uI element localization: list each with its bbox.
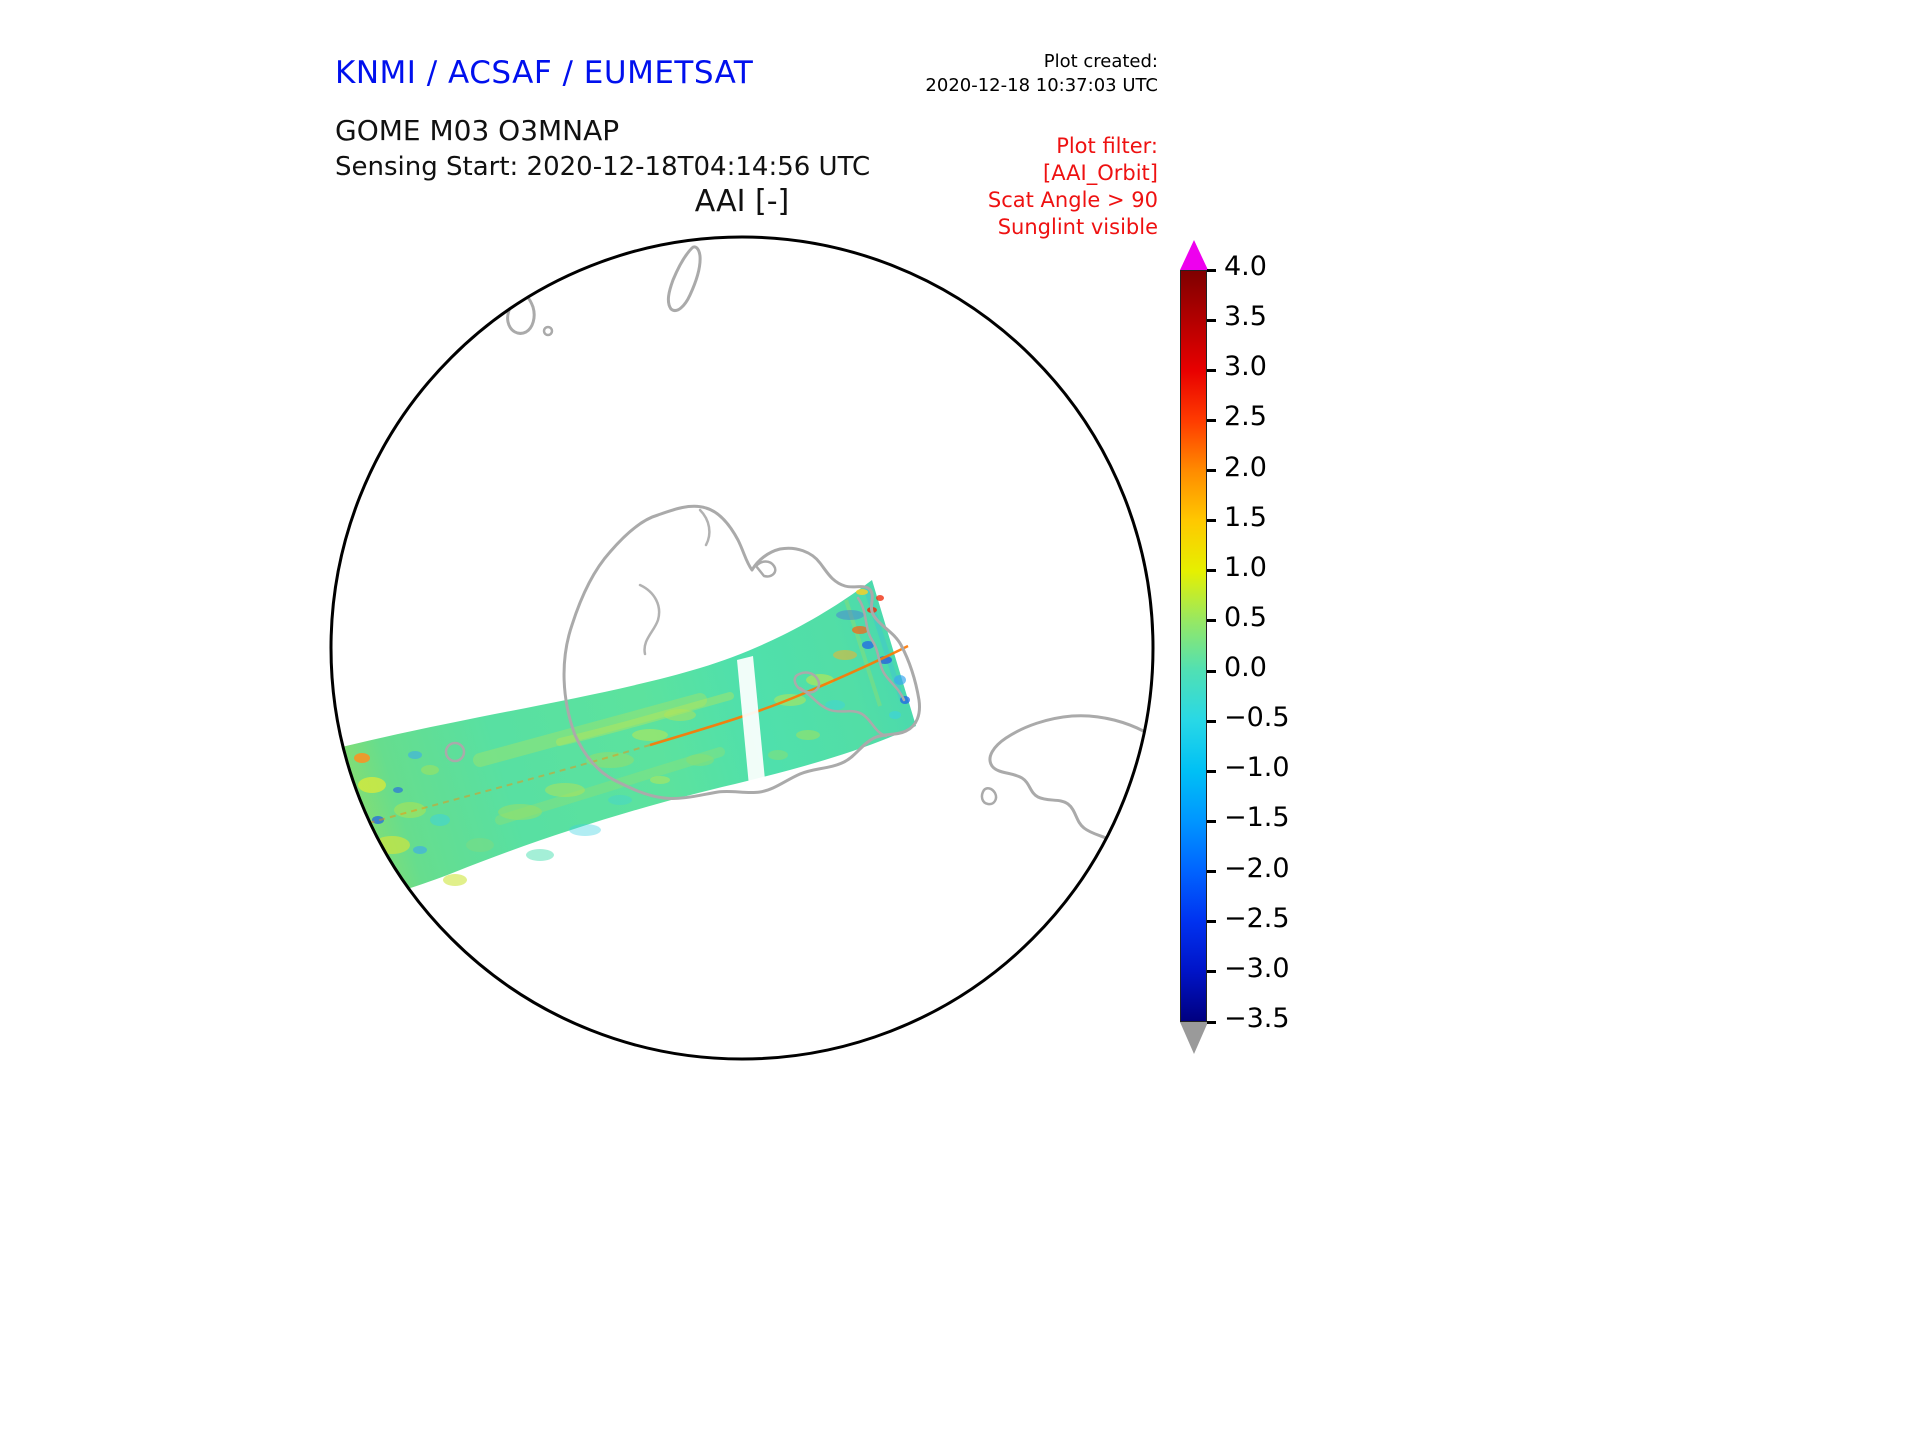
map-title: AAI [-] — [694, 184, 790, 219]
colorbar-tick-label: 4.0 — [1224, 251, 1267, 282]
colorbar-tick-label: 3.0 — [1224, 351, 1267, 383]
colorbar-tickmark — [1207, 870, 1216, 874]
colorbar-tick-label: −1.0 — [1224, 752, 1290, 784]
colorbar-ticks: 4.0 3.5 3.0 2.5 2.0 1.5 1.0 0.5 0.0 −0.5 −1.0 −1.5 −… — [1207, 251, 1407, 1034]
colorbar-tickmark — [1207, 819, 1216, 823]
colorbar: 4.0 3.5 3.0 2.5 2.0 1.5 1.0 0.5 0.0 −0.5 −1.0 −1.5 −… — [1180, 240, 1440, 1090]
plot-filter-block: Plot filter: [AAI_Orbit] Scat Angle > 90… — [900, 133, 1158, 241]
colorbar-tick-label: −3.0 — [1224, 952, 1290, 984]
colorbar-tickmark — [1207, 268, 1216, 272]
plot-filter-title: Plot filter: — [1056, 134, 1158, 158]
colorbar-tick-label: 1.5 — [1224, 501, 1267, 533]
colorbar-tickmark — [1207, 920, 1216, 924]
colorbar-tickmark — [1207, 719, 1216, 723]
colorbar-tickmark — [1207, 769, 1216, 773]
colorbar-tick-label: −2.5 — [1224, 902, 1290, 934]
colorbar-tick-label: 3.5 — [1224, 301, 1267, 333]
colorbar-tickmark — [1207, 418, 1216, 422]
colorbar-tickmark — [1207, 318, 1216, 322]
plot-created-value: 2020-12-18 10:37:03 UTC — [925, 75, 1158, 97]
orbit-track — [357, 744, 651, 827]
plot-filter-line: [AAI_Orbit] — [1043, 160, 1158, 185]
colorbar-tickmark — [1207, 669, 1216, 673]
colorbar-tickmark — [1207, 469, 1216, 473]
colorbar-tick-label: −3.5 — [1224, 1003, 1290, 1034]
colorbar-tick-label: 1.0 — [1224, 551, 1267, 583]
agency-title: KNMI / ACSAF / EUMETSAT — [335, 55, 754, 91]
colorbar-tickmark — [1207, 970, 1216, 974]
orbit-track — [649, 644, 909, 747]
swath-data-gap — [737, 656, 765, 786]
product-name: GOME M03 O3MNAP — [335, 114, 620, 147]
colorbar-tick-label: −0.5 — [1224, 702, 1290, 734]
colorbar-over-arrow — [1180, 240, 1208, 270]
plot-created-block: Plot created: 2020-12-18 10:37:03 UTC — [880, 50, 1158, 99]
colorbar-tickmark — [1207, 368, 1216, 372]
sensing-start: Sensing Start: 2020-12-18T04:14:56 UTC — [335, 152, 871, 182]
colorbar-bar — [1180, 270, 1207, 1022]
colorbar-tickmark — [1207, 569, 1216, 573]
colorbar-tickmark — [1207, 519, 1216, 523]
colorbar-tick-label: 2.0 — [1224, 451, 1267, 483]
plot-filter-line: Scat Angle > 90 — [987, 187, 1158, 212]
plot-created-label: Plot created: — [1043, 51, 1158, 72]
aai-swath — [331, 580, 916, 908]
colorbar-tick-label: 0.0 — [1224, 652, 1267, 684]
colorbar-tick-label: 0.5 — [1224, 601, 1267, 633]
map-boundary-circle — [329, 235, 1155, 1061]
colorbar-tick-label: −2.0 — [1224, 852, 1290, 884]
plot-filter-line: Sunglint visible — [997, 214, 1158, 239]
colorbar-tick-label: 2.5 — [1224, 401, 1267, 433]
colorbar-tickmark — [1207, 1020, 1216, 1024]
colorbar-tickmark — [1207, 619, 1216, 623]
colorbar-under-arrow — [1180, 1022, 1208, 1054]
colorbar-tick-label: −1.5 — [1224, 802, 1290, 834]
